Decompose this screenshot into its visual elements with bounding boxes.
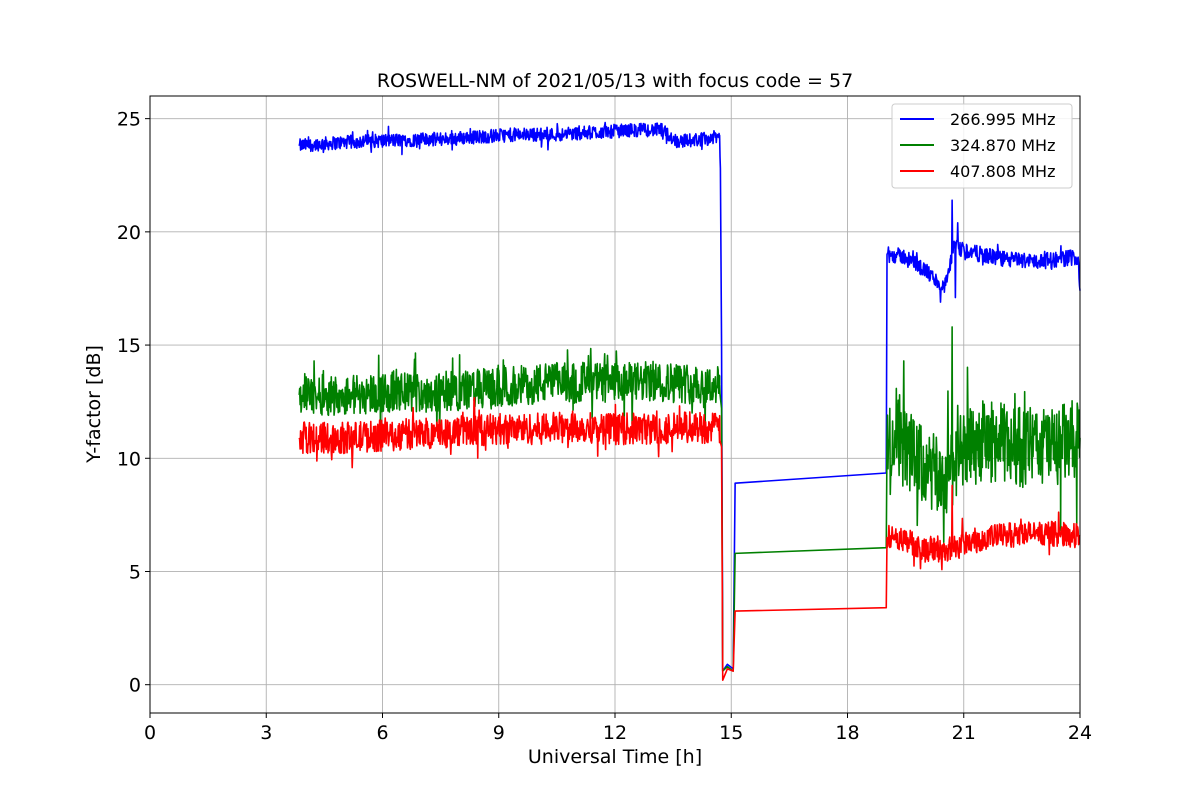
y-tick-label: 0: [129, 675, 141, 697]
chart-title: ROSWELL-NM of 2021/05/13 with focus code…: [377, 70, 853, 92]
y-tick-label: 10: [117, 448, 141, 470]
y-tick-label: 5: [129, 561, 141, 583]
x-tick-label: 6: [376, 722, 388, 744]
axis-ticks: 0 3 6 9 12 15 18 21 24 0 5 10 15 20 25: [117, 109, 1092, 744]
y-axis-label: Y-factor [dB]: [83, 345, 105, 464]
x-tick-label: 18: [835, 722, 859, 744]
x-tick-label: 21: [952, 722, 976, 744]
x-tick-label: 15: [719, 722, 743, 744]
legend-label-1: 266.995 MHz: [950, 110, 1055, 129]
y-tick-label: 25: [117, 109, 141, 131]
x-axis-label: Universal Time [h]: [528, 746, 702, 768]
plot-area: [298, 121, 1081, 681]
x-tick-label: 9: [493, 722, 505, 744]
y-tick-label: 20: [117, 222, 141, 244]
x-tick-label: 3: [260, 722, 272, 744]
legend: 266.995 MHz 324.870 MHz 407.808 MHz: [891, 103, 1073, 189]
legend-box: [891, 103, 1073, 189]
legend-label-2: 324.870 MHz: [950, 136, 1055, 155]
x-tick-label: 24: [1068, 722, 1092, 744]
legend-label-3: 407.808 MHz: [950, 162, 1055, 181]
x-tick-label: 0: [144, 722, 156, 744]
series-line-3: [298, 396, 1081, 681]
y-tick-label: 15: [117, 335, 141, 357]
series-line-1: [298, 121, 1081, 672]
series-line-2: [298, 326, 1081, 672]
x-tick-label: 12: [603, 722, 627, 744]
